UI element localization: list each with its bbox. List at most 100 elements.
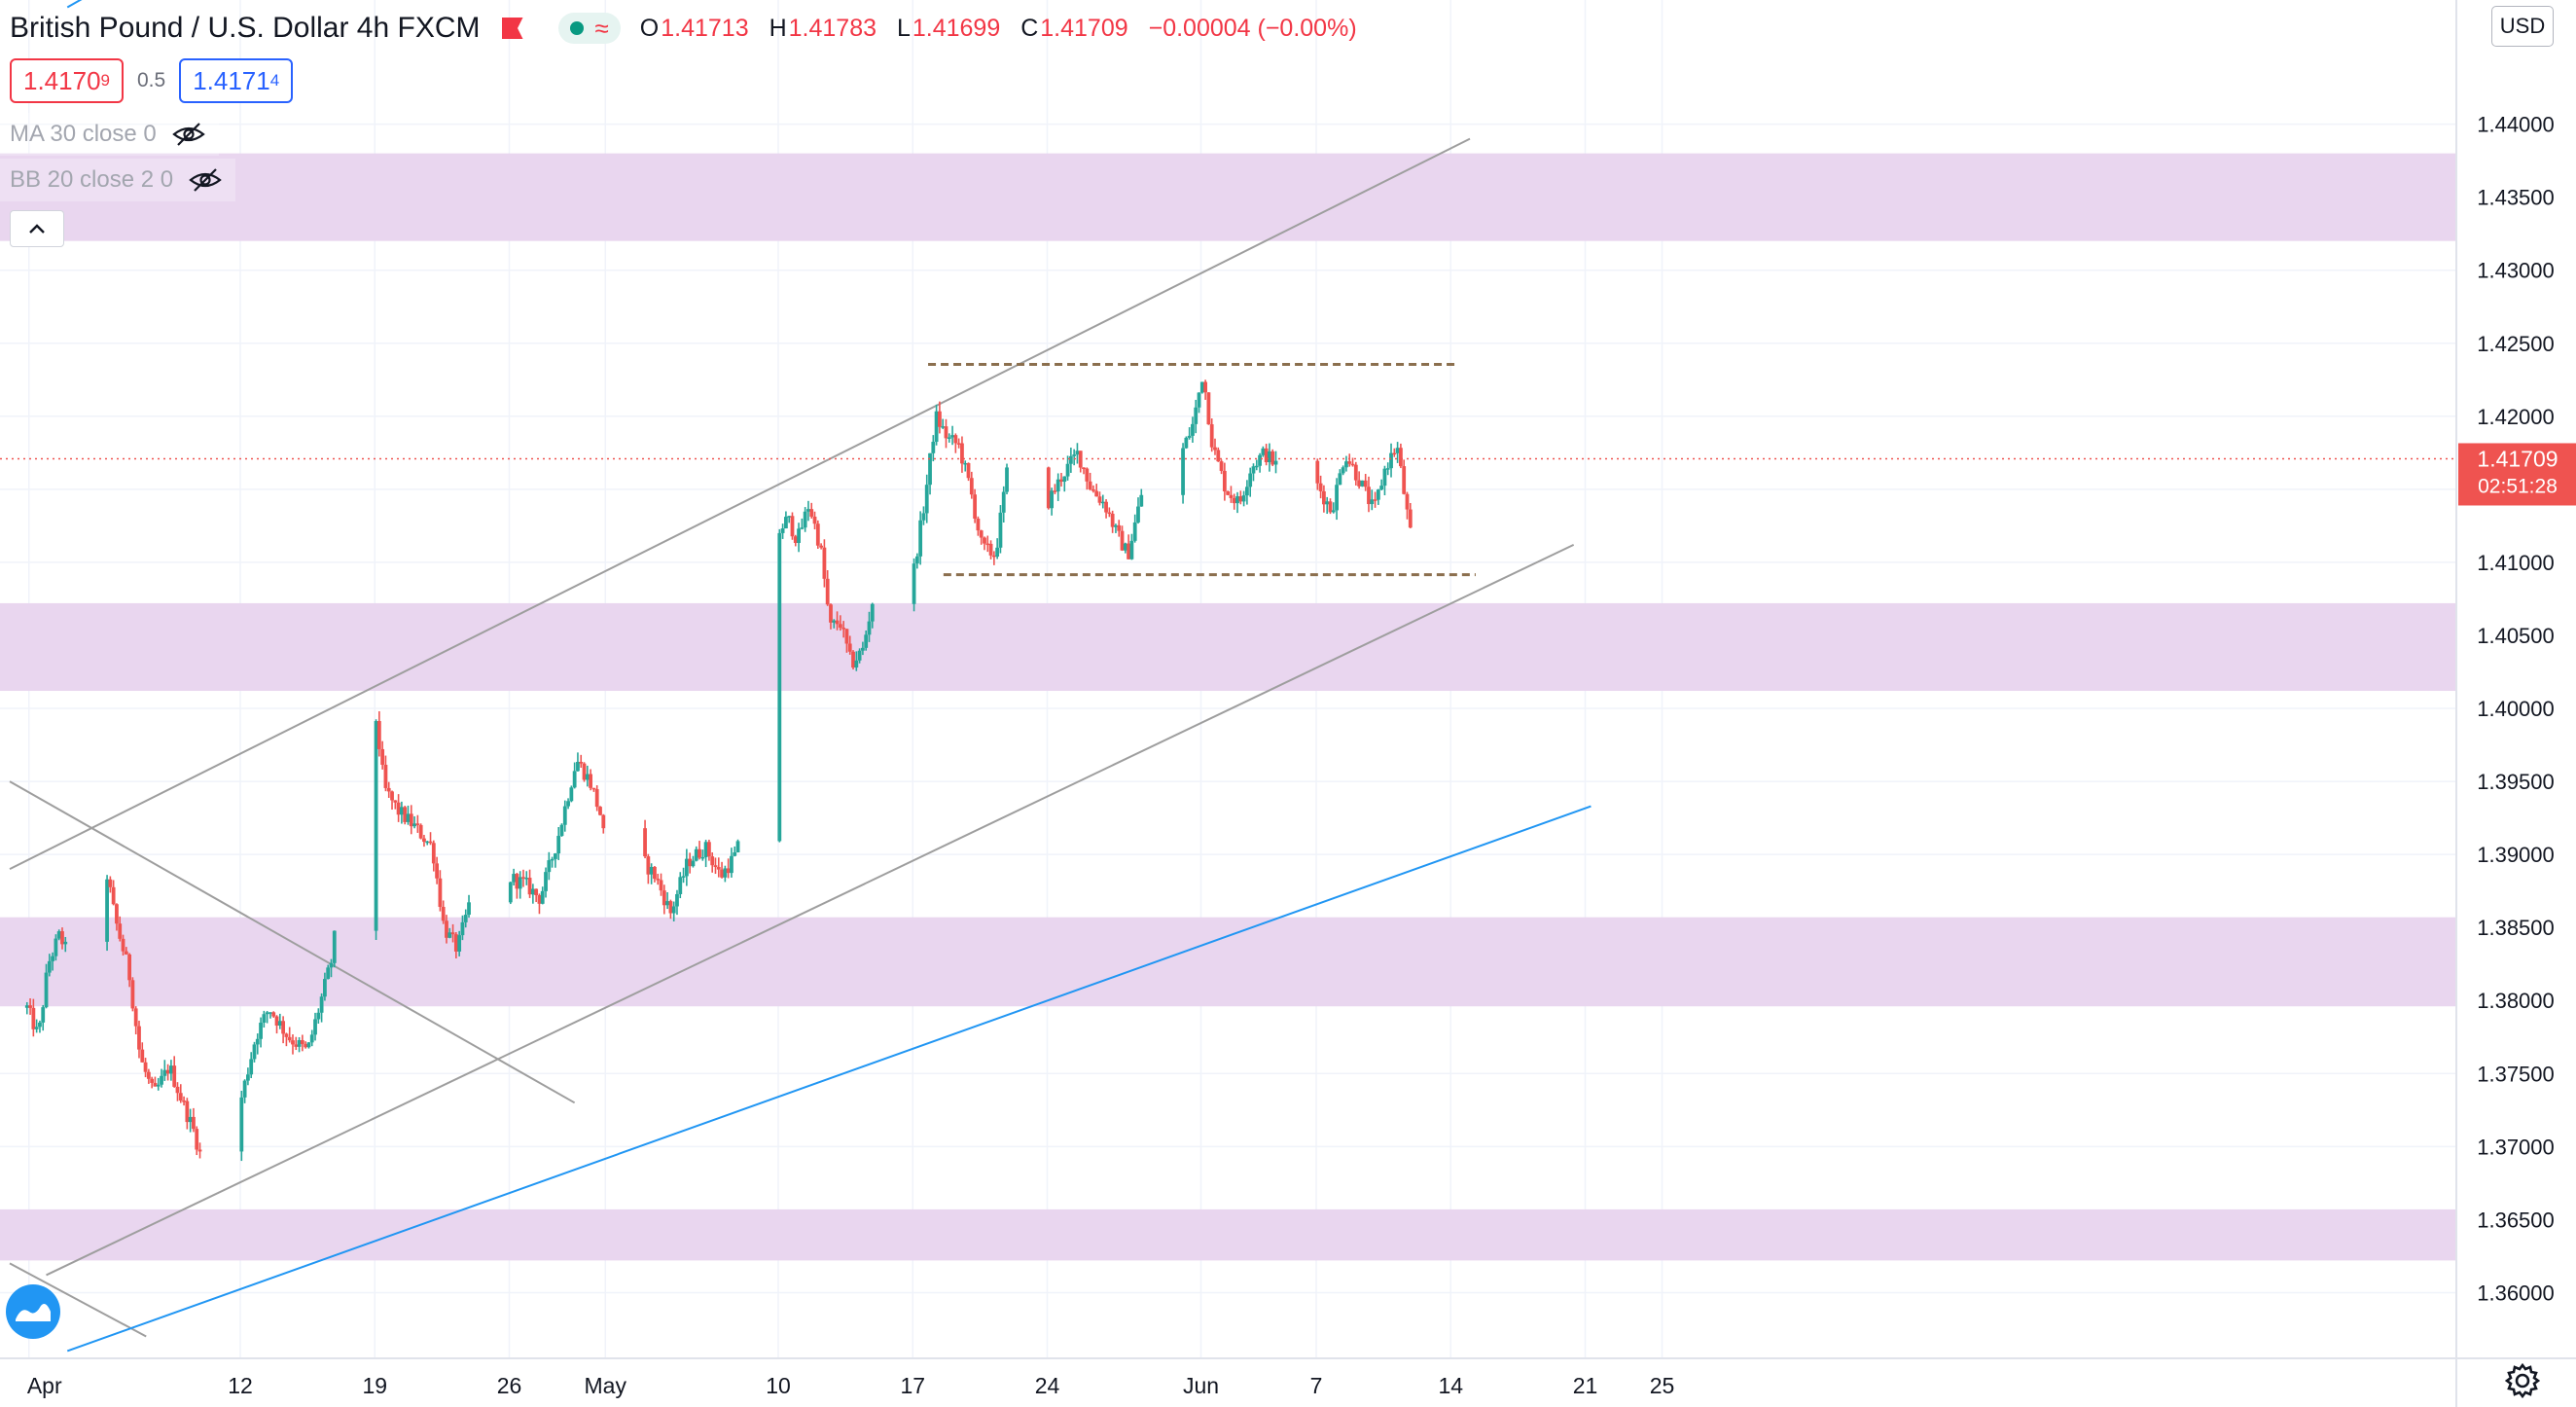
sell-price-pipette: 9 [100,71,110,90]
price-axis[interactable]: 1.440001.435001.430001.425001.420001.415… [2477,113,2555,1306]
candle-body [1232,497,1236,504]
data-delay-icon: ≈ [594,14,609,43]
candle-body [847,643,852,652]
candle-body [1367,487,1371,505]
candle-body [924,485,929,514]
candle-body [268,1012,272,1014]
collapse-legend-button[interactable] [10,210,64,247]
candle-body [601,814,606,829]
candle-body [1050,490,1055,509]
candle-body [252,1044,257,1060]
candle-body [912,563,916,604]
candle-body [431,843,436,864]
candle-body [1091,488,1095,491]
candle-body [649,866,654,875]
descending-trend-line [9,780,576,1104]
candle-body [313,1019,317,1035]
eye-crossed-icon[interactable] [189,167,222,193]
candle-body [386,787,391,792]
candle-body [1206,392,1211,425]
candle-body [983,537,986,544]
price-zone [0,1209,2456,1261]
x-tick-label: 26 [497,1373,522,1398]
indicator-bb-label: BB 20 close 2 0 [10,166,174,193]
candle-body [1194,407,1199,424]
candle-body [291,1040,295,1045]
candle-body [576,761,580,772]
candle-body [118,923,123,939]
candle-body [1261,448,1266,455]
candle-body [1065,463,1070,477]
candle-body [960,443,964,464]
candle-body [671,906,676,914]
candle-body [115,904,119,924]
indicator-ma[interactable]: MA 30 close 0 [0,113,219,156]
buy-button[interactable]: 1.4171 4 [179,58,294,103]
candle-body [1399,448,1403,467]
candle-body [1127,543,1131,559]
candle-body [415,823,420,825]
sell-button[interactable]: 1.4170 9 [10,58,124,103]
candle-body [1335,485,1339,511]
candle-body [28,1005,32,1008]
market-open-dot-icon [569,21,584,35]
x-tick-label: Jun [1183,1373,1219,1398]
y-tick-label: 1.40000 [2477,697,2555,721]
candle-body [1072,454,1077,456]
close-value: 1.41709 [1040,14,1128,42]
candle-body [931,442,936,453]
candle-body [175,1086,180,1094]
currency-button[interactable]: USD [2491,6,2554,47]
ohlc-values: O1.41713 H1.41783 L1.41699 C1.41709 −0.0… [640,15,1357,43]
candle-body [1347,461,1352,464]
candle-body [1094,490,1099,497]
candle-body [262,1014,267,1024]
candle-body [675,893,679,907]
candle-body [1055,479,1060,492]
candle-body [192,1116,196,1130]
x-tick-label: 14 [1438,1373,1463,1398]
candle-body [249,1059,254,1075]
tradingview-logo-icon[interactable] [6,1284,60,1339]
candle-body [838,624,842,629]
y-tick-label: 1.36500 [2477,1208,2555,1232]
buy-price-pipette: 4 [269,71,280,90]
candle-body [41,1007,46,1023]
candle-body [146,1071,151,1079]
candle-body [822,547,827,579]
candle-body [1129,540,1134,559]
candle-body [1085,468,1090,482]
candle-body [172,1065,177,1087]
symbol-title[interactable]: British Pound / U.S. Dollar 4h FXCM [10,12,481,44]
candle-body [1241,495,1246,502]
candle-body [534,888,539,895]
candle-body [393,800,398,803]
candle-body [966,462,971,479]
flag-icon[interactable] [501,18,523,39]
candle-body [1322,490,1326,505]
candle-body [182,1100,186,1102]
support-resistance-zones [0,153,2456,1261]
market-status-pill[interactable]: ≈ [557,13,621,44]
candle-body [1199,381,1204,393]
candle-body [809,509,814,517]
candle-body [1082,467,1086,470]
candle-body [1059,479,1063,483]
candle-body [1197,392,1201,408]
indicator-bb[interactable]: BB 20 close 2 0 [0,159,236,201]
candle-body [165,1069,170,1074]
candle-body [44,972,49,1008]
candle-body [1235,496,1239,504]
candle-body [1373,499,1377,501]
candle-body [1139,494,1144,507]
candle-body [127,954,132,981]
candlestick-series [24,379,1413,1162]
candle-body [691,860,696,867]
time-axis[interactable]: Apr 12 19 26 May 10 17 24 Jun 7 14 21 25 [27,1373,1674,1398]
eye-crossed-icon[interactable] [171,122,205,147]
x-tick-label: Apr [27,1373,62,1398]
candle-body [1315,460,1320,484]
gear-icon[interactable] [2502,1360,2543,1401]
channel-upper-line [9,137,1471,871]
